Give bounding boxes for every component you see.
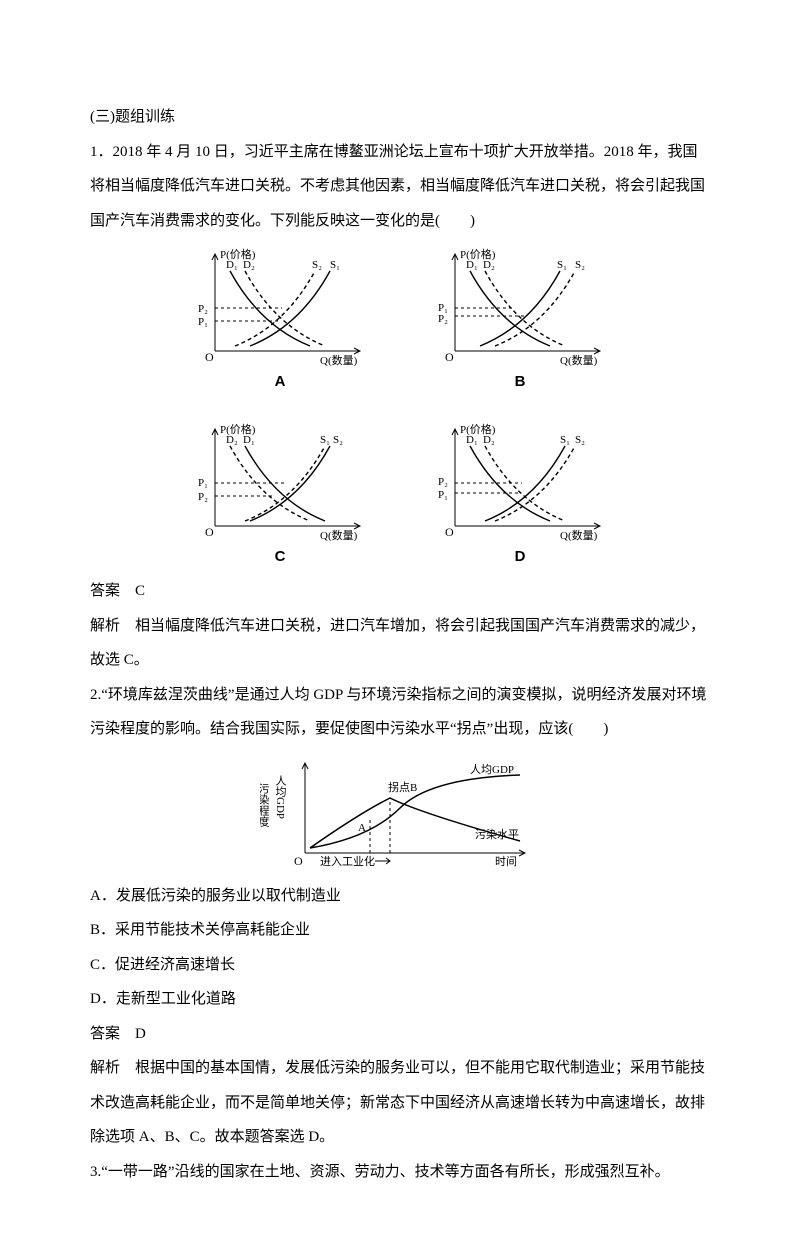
section-title: (三)题组训练 (90, 100, 710, 135)
svg-text:D₂: D₂ (483, 259, 495, 271)
q1-answer: 答案 C (90, 574, 710, 609)
svg-text:S₁: S₁ (330, 259, 340, 271)
svg-text:O: O (445, 350, 454, 364)
svg-text:S₁: S₁ (557, 259, 567, 271)
svg-text:P₂: P₂ (438, 313, 448, 325)
svg-text:进入工业化: 进入工业化 (320, 854, 375, 868)
svg-text:拐点B: 拐点B (388, 780, 417, 794)
svg-text:P₂: P₂ (438, 476, 448, 488)
svg-text:P₂: P₂ (198, 303, 208, 315)
svg-text:P₁: P₁ (198, 477, 208, 489)
svg-text:污染水平: 污染水平 (475, 827, 519, 841)
svg-text:S₂: S₂ (575, 259, 585, 271)
q1-chart-grid: P(价格) Q(数量) O P₂ P₁ D₁ D₂ S₂ S₁ A (90, 246, 710, 566)
chart-A-label: A (190, 373, 370, 391)
svg-text:D₁: D₁ (466, 434, 478, 446)
svg-text:O: O (445, 525, 454, 539)
svg-text:P₁: P₁ (198, 316, 208, 328)
svg-text:时间: 时间 (495, 855, 517, 868)
chart-D: P(价格) Q(数量) O P₂ P₁ D₁ D₂ S₁ S₂ D (430, 421, 610, 566)
svg-text:D₂: D₂ (483, 434, 495, 446)
chart-C-label: C (190, 548, 370, 566)
q2-figure: 污染程度 人均GDP O A 拐点B 人均GDP 污染水平 时间 进入工业化 (90, 753, 710, 873)
svg-text:人均GDP: 人均GDP (470, 763, 514, 776)
svg-text:O: O (294, 854, 303, 868)
q2-opt-a: A．发展低污染的服务业以取代制造业 (90, 879, 710, 914)
svg-text:S₂: S₂ (312, 259, 322, 271)
chart-B: P(价格) Q(数量) O P₁ P₂ D₁ D₂ S₁ S₂ B (430, 246, 610, 391)
ylabel-gdp: 人均GDP (274, 774, 287, 818)
chart-C: P(价格) Q(数量) O P₁ P₂ D₂ D₁ S₁ S₂ C (190, 421, 370, 566)
q2-opt-b: B．采用节能技术关停高耗能企业 (90, 913, 710, 948)
svg-text:Q(数量): Q(数量) (560, 354, 598, 366)
svg-text:Q(数量): Q(数量) (560, 529, 598, 541)
svg-text:D₁: D₁ (226, 259, 238, 271)
svg-text:Q(数量): Q(数量) (320, 529, 358, 541)
svg-text:O: O (205, 350, 214, 364)
q2-text: 2.“环境库兹涅茨曲线”是通过人均 GDP 与环境污染指标之间的演变模拟，说明经… (90, 678, 710, 747)
svg-text:P₂: P₂ (198, 491, 208, 503)
q2-explain: 解析 根据中国的基本国情，发展低污染的服务业可以，但不能用它取代制造业；采用节能… (90, 1051, 710, 1155)
chart-A: P(价格) Q(数量) O P₂ P₁ D₁ D₂ S₂ S₁ A (190, 246, 370, 391)
axis-q: Q(数量) (320, 354, 358, 366)
q1-explain: 解析 相当幅度降低汽车进口关税，进口汽车增加，将会引起我国国产汽车消费需求的减少… (90, 609, 710, 678)
svg-text:S₁: S₁ (320, 434, 330, 446)
q2-opt-d: D．走新型工业化道路 (90, 982, 710, 1017)
q3-text: 3.“一带一路”沿线的国家在土地、资源、劳动力、技术等方面各有所长，形成强烈互补… (90, 1155, 710, 1190)
svg-text:O: O (205, 525, 214, 539)
q2-answer: 答案 D (90, 1017, 710, 1052)
svg-text:S₁: S₁ (560, 434, 570, 446)
svg-text:D₁: D₁ (243, 434, 255, 446)
chart-B-label: B (430, 373, 610, 391)
svg-text:D₂: D₂ (226, 434, 238, 446)
q2-opt-c: C．促进经济高速增长 (90, 948, 710, 983)
svg-text:A: A (358, 822, 366, 834)
svg-text:S₂: S₂ (575, 434, 585, 446)
svg-text:D₁: D₁ (466, 259, 478, 271)
chart-D-label: D (430, 548, 610, 566)
svg-text:P₁: P₁ (438, 489, 448, 501)
svg-text:D₂: D₂ (243, 259, 255, 271)
svg-text:S₂: S₂ (333, 434, 343, 446)
ylabel-pollution: 污染程度 (260, 782, 270, 827)
q1-text: 1．2018 年 4 月 10 日，习近平主席在博鳌亚洲论坛上宣布十项扩大开放举… (90, 135, 710, 239)
